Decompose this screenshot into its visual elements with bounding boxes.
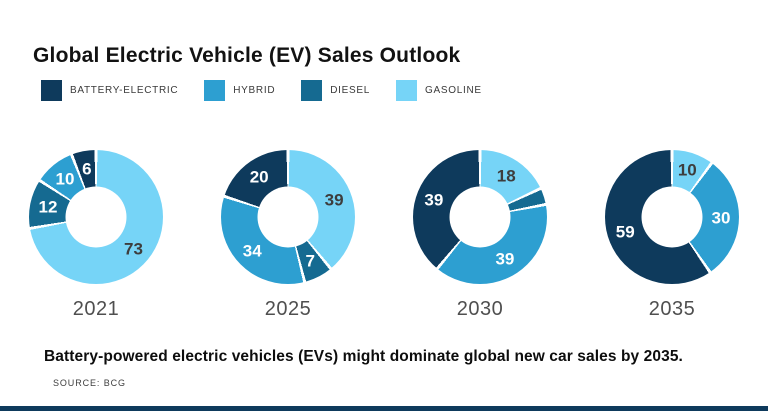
source-text: SOURCE: BCG bbox=[53, 378, 126, 388]
hybrid-swatch bbox=[204, 80, 226, 101]
legend-item-diesel: DIESEL bbox=[301, 80, 370, 101]
slice-value-label: 10 bbox=[55, 169, 75, 189]
slice-value-label: 34 bbox=[242, 241, 262, 261]
slice-value-label: 30 bbox=[711, 208, 731, 228]
slice-value-label: 20 bbox=[249, 167, 269, 187]
legend-item-gasoline: GASOLINE bbox=[396, 80, 482, 101]
donut-chart-2021: 73 12 10 6 2021 bbox=[0, 150, 192, 321]
legend-label: DIESEL bbox=[330, 85, 371, 96]
slice-value-label: 39 bbox=[324, 190, 344, 210]
legend-label: GASOLINE bbox=[425, 85, 482, 96]
slice-value-label: 39 bbox=[495, 249, 515, 269]
donut-2030: 18 39 39 bbox=[413, 150, 547, 284]
slice-value-label: 39 bbox=[424, 190, 444, 210]
battery-electric-swatch bbox=[41, 80, 62, 101]
legend-label: BATTERY-ELECTRIC bbox=[70, 85, 179, 96]
donut-hole bbox=[449, 186, 511, 248]
year-label-2021: 2021 bbox=[72, 298, 120, 320]
donut-hole bbox=[65, 186, 127, 248]
legend-label: HYBRID bbox=[233, 85, 276, 96]
donut-chart-2030: 18 39 39 2030 bbox=[384, 150, 576, 321]
slice-value-label: 59 bbox=[615, 222, 635, 242]
donut-hole bbox=[257, 186, 319, 248]
donut-charts-row: 73 12 10 6 2021 39 7 34 20 2025 18 39 39 2030 10… bbox=[0, 150, 768, 321]
gasoline-swatch bbox=[396, 80, 418, 101]
donut-2035: 10 30 59 bbox=[605, 150, 739, 284]
year-label-2030: 2030 bbox=[456, 298, 504, 320]
year-label-2025: 2025 bbox=[264, 298, 312, 320]
slice-value-label: 6 bbox=[82, 159, 92, 179]
legend-item-hybrid: HYBRID bbox=[204, 80, 275, 101]
donut-2025: 39 7 34 20 bbox=[221, 150, 355, 284]
donut-2021: 73 12 10 6 bbox=[29, 150, 163, 284]
legend-item-battery-electric: BATTERY-ELECTRIC bbox=[41, 80, 178, 101]
footer-accent-bar bbox=[0, 406, 768, 411]
page-title: Global Electric Vehicle (EV) Sales Outlo… bbox=[33, 44, 461, 68]
slice-value-label: 18 bbox=[496, 166, 516, 186]
legend: BATTERY-ELECTRIC HYBRID DIESEL GASOLINE bbox=[41, 80, 482, 101]
slice-value-label: 12 bbox=[38, 197, 58, 217]
slice-value-label: 7 bbox=[305, 251, 315, 271]
donut-hole bbox=[641, 186, 703, 248]
caption-text: Battery-powered electric vehicles (EVs) … bbox=[44, 348, 683, 365]
year-label-2035: 2035 bbox=[648, 298, 696, 320]
slice-value-label: 10 bbox=[677, 160, 697, 180]
donut-chart-2035: 10 30 59 2035 bbox=[576, 150, 768, 321]
diesel-swatch bbox=[301, 80, 323, 101]
slice-value-label: 73 bbox=[124, 239, 143, 259]
donut-chart-2025: 39 7 34 20 2025 bbox=[192, 150, 384, 321]
